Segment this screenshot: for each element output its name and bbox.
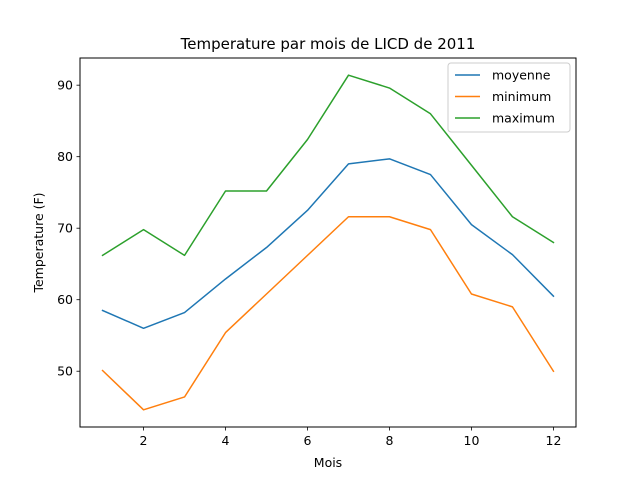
legend-label-moyenne: moyenne xyxy=(492,68,551,83)
x-tick-label: 2 xyxy=(140,433,148,448)
legend-label-maximum: maximum xyxy=(492,111,555,126)
series-line-minimum xyxy=(101,216,555,411)
chart-title: Temperature par mois de LICD de 2011 xyxy=(180,35,476,53)
x-tick-label: 6 xyxy=(304,433,312,448)
plot-area-frame xyxy=(79,57,577,428)
y-tick-label: 50 xyxy=(57,364,73,379)
y-tick-label: 80 xyxy=(57,149,73,164)
y-tick-label: 60 xyxy=(57,292,73,307)
y-tick-label: 70 xyxy=(57,221,73,236)
y-tick-label: 90 xyxy=(57,78,73,93)
x-axis-ticks: 2 4 6 8 10 12 xyxy=(140,427,562,448)
legend-box xyxy=(447,62,571,133)
series-line-moyenne xyxy=(101,158,555,330)
x-tick-label: 10 xyxy=(464,433,480,448)
series-line-maximum xyxy=(101,74,555,257)
legend-label-minimum: minimum xyxy=(492,89,551,104)
series-layer xyxy=(101,74,555,411)
legend: moyenne minimum maximum xyxy=(447,62,571,133)
x-tick-label: 4 xyxy=(222,433,230,448)
x-axis-label: Mois xyxy=(314,455,342,470)
y-axis-ticks: 50 60 70 80 90 xyxy=(57,78,80,379)
y-axis-label: Temperature (F) xyxy=(31,192,46,293)
x-tick-label: 8 xyxy=(386,433,394,448)
x-tick-label: 12 xyxy=(546,433,562,448)
